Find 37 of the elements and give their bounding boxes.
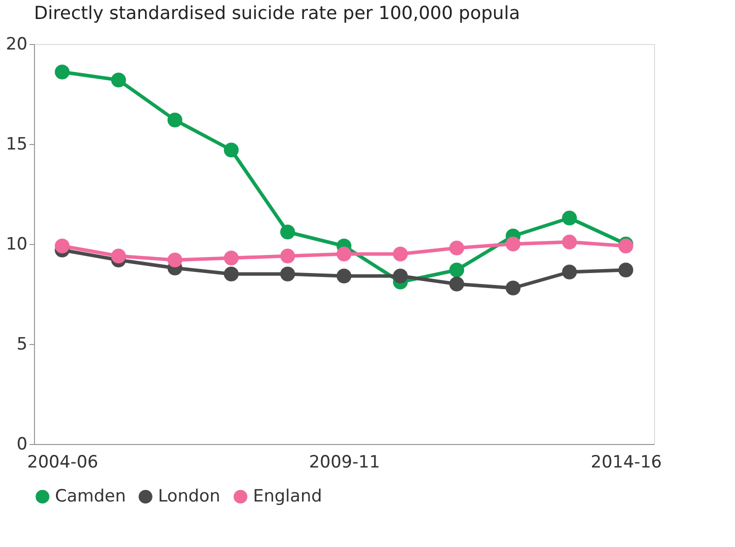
point (167, 252, 182, 268)
point (280, 248, 296, 264)
point (111, 248, 126, 264)
point (392, 246, 408, 262)
point (506, 236, 521, 252)
point (224, 142, 239, 158)
point (280, 266, 296, 282)
y-tick-label: 0 (16, 434, 28, 454)
x-tick-label: 2009-11 (308, 452, 380, 472)
point (562, 210, 577, 226)
x-tick-label: 2004-06 (27, 452, 98, 472)
point (54, 238, 70, 254)
point (449, 262, 464, 278)
point (336, 246, 352, 262)
point (618, 262, 634, 278)
point (449, 276, 464, 292)
point (111, 72, 126, 88)
point (336, 268, 352, 284)
legend-label: Camden (55, 486, 126, 507)
point (167, 112, 182, 128)
legend-label: London (158, 486, 220, 507)
point (562, 234, 577, 250)
y-tick-label: 5 (16, 334, 28, 354)
point (392, 268, 408, 284)
y-tick-label: 10 (6, 234, 28, 254)
point (449, 240, 464, 256)
point (506, 280, 521, 296)
legend-label: England (253, 486, 322, 507)
y-tick-label: 20 (6, 34, 28, 54)
chart-title: Directly standardised suicide rate per 100,000 popula (34, 3, 520, 24)
point (224, 266, 239, 282)
x-tick-label: 2014-16 (590, 452, 662, 472)
point (280, 224, 296, 240)
y-tick-label: 15 (6, 134, 28, 154)
point (54, 64, 70, 80)
point (224, 250, 239, 266)
point (562, 264, 577, 280)
